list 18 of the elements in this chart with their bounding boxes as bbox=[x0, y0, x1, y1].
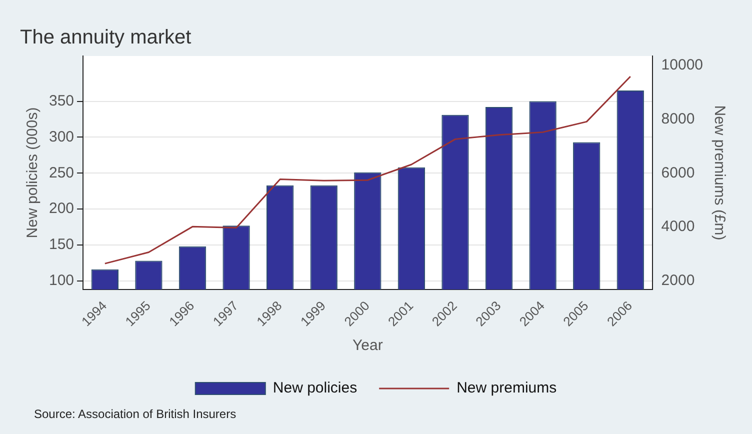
y-tick-label: 100 bbox=[48, 272, 74, 290]
y2-tick-label: 2000 bbox=[661, 272, 695, 289]
y2-tick-label: 4000 bbox=[661, 218, 695, 236]
y2-tick-label: 10000 bbox=[661, 56, 704, 74]
chart-title: The annuity market bbox=[20, 26, 192, 49]
source-note: Source: Association of British Insurers bbox=[34, 407, 236, 421]
legend-label: New premiums bbox=[456, 380, 557, 397]
y-tick-label: 350 bbox=[48, 92, 74, 110]
y2-tick-label: 8000 bbox=[661, 110, 695, 128]
y2-axis-title: New premiums (£m) bbox=[710, 105, 728, 240]
y-tick-label: 200 bbox=[48, 200, 74, 218]
y-axis-title: New policies (000s) bbox=[24, 107, 42, 238]
y-tick-label: 150 bbox=[48, 236, 74, 254]
legend-label: New policies bbox=[272, 380, 358, 397]
x-axis-title: Year bbox=[352, 337, 383, 354]
y2-tick-label: 6000 bbox=[661, 164, 695, 182]
y-tick-label: 250 bbox=[48, 164, 74, 182]
y-tick-label: 300 bbox=[48, 128, 74, 146]
